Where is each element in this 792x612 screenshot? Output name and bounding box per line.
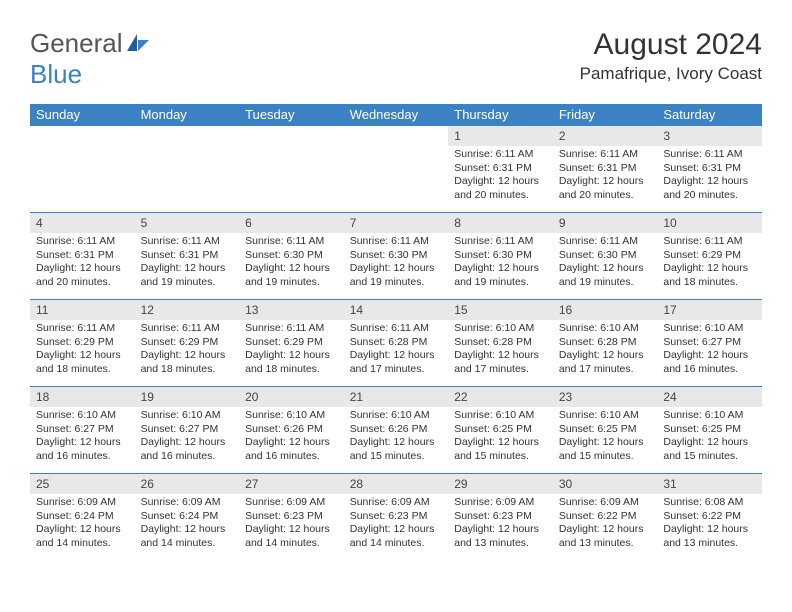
day-content-cell — [30, 146, 135, 213]
day-number-row: 45678910 — [30, 213, 762, 234]
month-title: August 2024 — [580, 28, 762, 62]
day-content-cell: Sunrise: 6:09 AMSunset: 6:23 PMDaylight:… — [344, 494, 449, 560]
day-content-cell: Sunrise: 6:11 AMSunset: 6:30 PMDaylight:… — [448, 233, 553, 300]
day-number-cell: 26 — [135, 474, 240, 495]
day-content-cell: Sunrise: 6:11 AMSunset: 6:28 PMDaylight:… — [344, 320, 449, 387]
location-label: Pamafrique, Ivory Coast — [580, 64, 762, 84]
day-number-row: 11121314151617 — [30, 300, 762, 321]
weekday-friday: Friday — [553, 104, 658, 126]
day-number-cell: 17 — [657, 300, 762, 321]
day-content-cell — [239, 146, 344, 213]
day-number-cell: 5 — [135, 213, 240, 234]
day-number-cell: 3 — [657, 126, 762, 147]
day-number-cell: 30 — [553, 474, 658, 495]
logo-text-general: General — [30, 28, 123, 58]
day-number-cell: 6 — [239, 213, 344, 234]
day-content-cell: Sunrise: 6:11 AMSunset: 6:31 PMDaylight:… — [30, 233, 135, 300]
day-content-cell: Sunrise: 6:11 AMSunset: 6:31 PMDaylight:… — [135, 233, 240, 300]
day-number-cell: 13 — [239, 300, 344, 321]
day-content-cell: Sunrise: 6:11 AMSunset: 6:31 PMDaylight:… — [657, 146, 762, 213]
day-content-cell: Sunrise: 6:09 AMSunset: 6:24 PMDaylight:… — [30, 494, 135, 560]
day-number-cell: 15 — [448, 300, 553, 321]
weekday-monday: Monday — [135, 104, 240, 126]
day-content-cell: Sunrise: 6:11 AMSunset: 6:30 PMDaylight:… — [239, 233, 344, 300]
day-number-cell: 8 — [448, 213, 553, 234]
day-number-cell: 2 — [553, 126, 658, 147]
day-number-cell: 25 — [30, 474, 135, 495]
day-content-cell: Sunrise: 6:11 AMSunset: 6:30 PMDaylight:… — [344, 233, 449, 300]
calendar-table: Sunday Monday Tuesday Wednesday Thursday… — [30, 104, 762, 560]
day-content-cell: Sunrise: 6:11 AMSunset: 6:29 PMDaylight:… — [30, 320, 135, 387]
weekday-tuesday: Tuesday — [239, 104, 344, 126]
day-number-cell: 31 — [657, 474, 762, 495]
day-number-cell — [344, 126, 449, 147]
day-number-cell — [135, 126, 240, 147]
day-content-cell: Sunrise: 6:10 AMSunset: 6:26 PMDaylight:… — [344, 407, 449, 474]
day-number-cell: 22 — [448, 387, 553, 408]
day-content-cell: Sunrise: 6:10 AMSunset: 6:27 PMDaylight:… — [657, 320, 762, 387]
day-content-cell: Sunrise: 6:08 AMSunset: 6:22 PMDaylight:… — [657, 494, 762, 560]
day-number-cell: 4 — [30, 213, 135, 234]
weekday-saturday: Saturday — [657, 104, 762, 126]
day-number-cell: 14 — [344, 300, 449, 321]
day-number-cell: 10 — [657, 213, 762, 234]
day-number-cell: 28 — [344, 474, 449, 495]
day-content-cell: Sunrise: 6:11 AMSunset: 6:29 PMDaylight:… — [239, 320, 344, 387]
logo-text-blue: Blue — [30, 59, 82, 89]
day-number-cell: 20 — [239, 387, 344, 408]
day-content-cell: Sunrise: 6:11 AMSunset: 6:31 PMDaylight:… — [448, 146, 553, 213]
day-content-cell — [135, 146, 240, 213]
day-number-cell: 18 — [30, 387, 135, 408]
day-content-cell: Sunrise: 6:09 AMSunset: 6:24 PMDaylight:… — [135, 494, 240, 560]
day-content-cell: Sunrise: 6:11 AMSunset: 6:31 PMDaylight:… — [553, 146, 658, 213]
day-content-cell: Sunrise: 6:10 AMSunset: 6:25 PMDaylight:… — [657, 407, 762, 474]
day-content-cell: Sunrise: 6:10 AMSunset: 6:28 PMDaylight:… — [448, 320, 553, 387]
day-number-cell: 29 — [448, 474, 553, 495]
weekday-thursday: Thursday — [448, 104, 553, 126]
day-content-cell: Sunrise: 6:09 AMSunset: 6:23 PMDaylight:… — [448, 494, 553, 560]
day-content-cell: Sunrise: 6:11 AMSunset: 6:30 PMDaylight:… — [553, 233, 658, 300]
day-content-row: Sunrise: 6:11 AMSunset: 6:31 PMDaylight:… — [30, 146, 762, 213]
day-content-cell: Sunrise: 6:10 AMSunset: 6:25 PMDaylight:… — [553, 407, 658, 474]
day-number-cell: 21 — [344, 387, 449, 408]
header: GeneralBlue August 2024 Pamafrique, Ivor… — [30, 28, 762, 90]
day-number-cell: 7 — [344, 213, 449, 234]
day-number-cell: 27 — [239, 474, 344, 495]
day-number-cell: 1 — [448, 126, 553, 147]
day-number-cell: 19 — [135, 387, 240, 408]
day-number-cell: 23 — [553, 387, 658, 408]
weekday-wednesday: Wednesday — [344, 104, 449, 126]
weekday-sunday: Sunday — [30, 104, 135, 126]
day-number-cell — [30, 126, 135, 147]
logo: GeneralBlue — [30, 28, 151, 90]
day-number-row: 18192021222324 — [30, 387, 762, 408]
day-content-row: Sunrise: 6:10 AMSunset: 6:27 PMDaylight:… — [30, 407, 762, 474]
day-number-cell — [239, 126, 344, 147]
day-number-cell: 9 — [553, 213, 658, 234]
day-content-cell: Sunrise: 6:10 AMSunset: 6:26 PMDaylight:… — [239, 407, 344, 474]
day-content-cell: Sunrise: 6:10 AMSunset: 6:27 PMDaylight:… — [135, 407, 240, 474]
day-content-cell: Sunrise: 6:10 AMSunset: 6:28 PMDaylight:… — [553, 320, 658, 387]
day-number-cell: 24 — [657, 387, 762, 408]
day-number-row: 123 — [30, 126, 762, 147]
day-content-cell — [344, 146, 449, 213]
day-content-cell: Sunrise: 6:11 AMSunset: 6:29 PMDaylight:… — [135, 320, 240, 387]
day-content-row: Sunrise: 6:11 AMSunset: 6:31 PMDaylight:… — [30, 233, 762, 300]
weekday-header-row: Sunday Monday Tuesday Wednesday Thursday… — [30, 104, 762, 126]
logo-sail-icon — [127, 28, 149, 58]
day-content-cell: Sunrise: 6:11 AMSunset: 6:29 PMDaylight:… — [657, 233, 762, 300]
day-number-cell: 16 — [553, 300, 658, 321]
day-number-cell: 11 — [30, 300, 135, 321]
day-content-row: Sunrise: 6:11 AMSunset: 6:29 PMDaylight:… — [30, 320, 762, 387]
day-content-cell: Sunrise: 6:10 AMSunset: 6:25 PMDaylight:… — [448, 407, 553, 474]
day-number-cell: 12 — [135, 300, 240, 321]
day-content-cell: Sunrise: 6:09 AMSunset: 6:22 PMDaylight:… — [553, 494, 658, 560]
day-content-cell: Sunrise: 6:09 AMSunset: 6:23 PMDaylight:… — [239, 494, 344, 560]
day-content-cell: Sunrise: 6:10 AMSunset: 6:27 PMDaylight:… — [30, 407, 135, 474]
day-number-row: 25262728293031 — [30, 474, 762, 495]
day-content-row: Sunrise: 6:09 AMSunset: 6:24 PMDaylight:… — [30, 494, 762, 560]
